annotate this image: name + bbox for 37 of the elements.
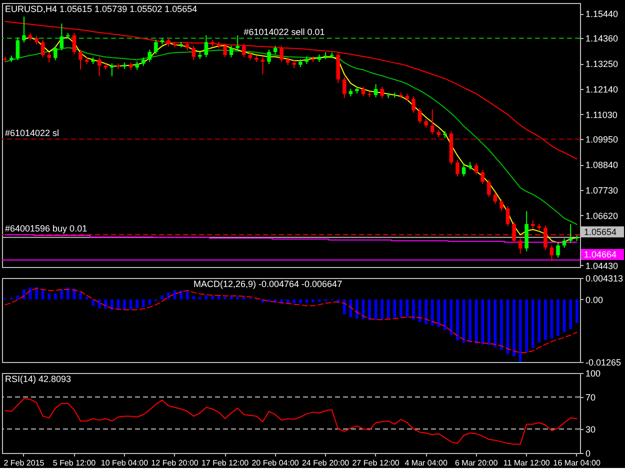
- y-tick-label: 1.15440: [586, 9, 618, 20]
- y-tick-label: 70: [586, 392, 596, 402]
- ref-line-label: 1.05654: [584, 226, 617, 237]
- x-tick-label: 11 Mar 12:00: [503, 458, 550, 468]
- x-tick-label: 10 Feb 04:00: [100, 458, 149, 468]
- y-tick-label: 1.06620: [586, 210, 618, 221]
- x-tick-label: 4 Mar 04:00: [404, 458, 448, 468]
- ref-line-label: #64001596 buy 0.01: [5, 224, 88, 234]
- x-tick-label: 27 Feb 12:00: [352, 458, 400, 468]
- y-tick-label: 30: [586, 424, 596, 434]
- y-tick-label: 0.004313: [586, 274, 624, 284]
- x-tick-label: 16 Mar 04:00: [553, 458, 601, 468]
- y-tick-label: -0.01265: [586, 358, 622, 368]
- chart-title: EURUSD,H4 1.05615 1.05739 1.05502 1.05654: [5, 4, 198, 14]
- ref-line-label: 1.04664: [584, 250, 617, 260]
- y-tick-label: 1.09950: [586, 134, 618, 145]
- chart-title: RSI(14) 42.8093: [5, 374, 72, 384]
- x-tick-label: 24 Feb 20:00: [302, 458, 350, 468]
- x-tick-label: 5 Feb 12:00: [52, 458, 96, 468]
- x-tick-label: 12 Feb 20:00: [151, 458, 199, 468]
- x-tick-label: 2 Feb 2015: [4, 458, 45, 468]
- y-tick-label: 0.00: [586, 294, 604, 305]
- ref-line-label: #61014022 sl: [5, 128, 60, 138]
- ref-line-label: #61014022 sell 0.01: [244, 27, 325, 38]
- x-tick-label: 6 Mar 20:00: [454, 458, 498, 468]
- x-tick-label: 17 Feb 12:00: [201, 458, 250, 468]
- y-tick-label: 1.13250: [586, 59, 618, 70]
- x-tick-label: 20 Feb 04:00: [252, 458, 300, 468]
- y-tick-label: 1.11030: [586, 110, 618, 120]
- y-tick-label: 1.04430: [586, 260, 618, 271]
- y-tick-label: 1.07730: [586, 185, 618, 196]
- y-tick-label: 0: [586, 448, 591, 458]
- y-tick-label: 100: [586, 368, 601, 378]
- y-tick-label: 1.12140: [586, 84, 618, 95]
- chart-title: MACD(12,26,9) -0.004764 -0.006647: [193, 279, 342, 289]
- y-tick-label: 1.14360: [586, 34, 618, 44]
- y-tick-label: 1.08840: [586, 160, 618, 170]
